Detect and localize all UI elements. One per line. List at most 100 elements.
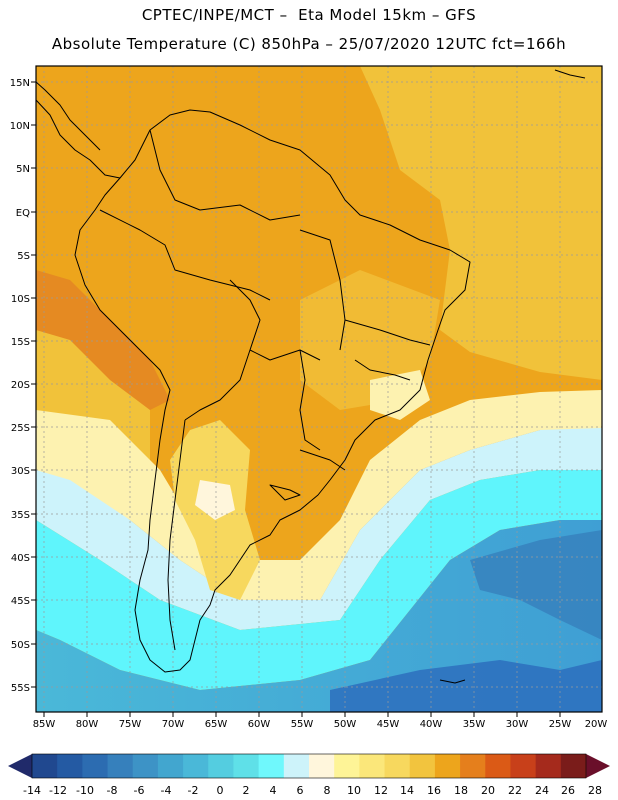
south-america-coastline [74,109,471,673]
lon-label: 85W [33,719,56,730]
colorbar-swatch [434,754,461,778]
lagoa-dos-patos [269,484,301,501]
central-america-coastline [36,99,121,179]
lat-label: 25S [11,423,30,434]
lat-label: 20S [11,380,30,391]
map-title-line-1: CPTEC/INPE/MCT – Eta Model 15km – GFS [141,6,477,24]
colorbar-swatch [334,754,360,778]
temperature-field [36,66,602,712]
colorbar-swatch [233,754,260,778]
colorbar-label: 18 [454,784,468,797]
cool-transition-band [36,428,602,630]
lon-label: 30W [506,719,529,730]
lat-label: 15N [10,78,30,89]
lon-label: 45W [377,719,400,730]
central-america-north-coast [36,81,101,151]
colorbar-label: 10 [347,784,361,797]
subtropical-pale-band [36,390,602,600]
colorbar-label: 24 [535,784,549,797]
colorbar-swatch [384,754,411,778]
colorbar-label: 2 [243,784,250,797]
colorbar-swatch [485,754,511,778]
lat-label: EQ [16,208,30,219]
border-paraguay [299,349,321,451]
colorbar-swatch [132,754,159,778]
colorbar-label: 28 [588,784,602,797]
colorbar: -14 -12 -10 -8 -6 -4 -2 0 2 4 6 8 10 12 … [8,753,610,797]
colorbar-swatch [359,754,386,778]
colorbar-label: -4 [161,784,172,797]
map-title-line-2: Absolute Temperature (C) 850hPa – 25/07/… [51,35,567,53]
colorbar-swatch [183,754,209,778]
border-uruguay [299,449,346,471]
border-chile-argentina [167,419,186,651]
border-brazil-states-1 [299,229,346,351]
colorbar-label: 16 [427,784,441,797]
colorbar-swatch [309,754,335,778]
colorbar-label: -8 [107,784,118,797]
lon-label: 35W [463,719,486,730]
axis-ticks [31,81,561,717]
border-colombia-venezuela [149,129,301,221]
lat-label: 50S [11,640,30,651]
map-frame [35,65,603,713]
colorbar-labels: -14 -12 -10 -8 -6 -4 -2 0 2 4 6 8 10 12 … [23,784,602,797]
colorbar-swatch [510,754,537,778]
lat-label: 40S [11,553,30,564]
lat-label: 30S [11,466,30,477]
cold-cyan-band [36,470,602,690]
lon-label: 25W [549,719,572,730]
lat-label: 5N [16,164,30,175]
lat-label: 45S [11,596,30,607]
colorbar-swatch [57,754,83,778]
colorbar-left-arrow [8,754,32,778]
colorbar-label: 14 [400,784,414,797]
colorbar-swatches [32,754,587,778]
colorbar-label: 0 [217,784,224,797]
southern-ocean-field [36,520,602,712]
colorbar-swatch [32,754,58,778]
lon-label: 50W [334,719,357,730]
colorbar-swatch [258,754,285,778]
border-argentina-bolivia [184,349,251,421]
colorbar-label: 4 [270,784,277,797]
colorbar-label: -2 [188,784,199,797]
colorbar-swatch [460,754,486,778]
colorbar-swatch [208,754,234,778]
colorbar-swatch [560,754,587,778]
colorbar-label: 8 [324,784,331,797]
longitude-labels: 85W 80W 75W 70W 65W 60W 55W 50W 45W 40W … [33,719,608,730]
colorbar-right-arrow [586,754,610,778]
lon-label: 20W [585,719,608,730]
colorbar-label: 12 [374,784,388,797]
border-brazil-states-2 [344,319,431,346]
lat-label: 55S [11,683,30,694]
colorbar-swatch [283,754,310,778]
lat-label: 15S [11,337,30,348]
colorbar-label: -12 [49,784,67,797]
lon-label: 55W [291,719,314,730]
pacific-warm-band [36,270,170,410]
lon-label: 70W [162,719,185,730]
colorbar-label: 22 [508,784,522,797]
colorbar-label: 20 [481,784,495,797]
colorbar-swatch [409,754,436,778]
lat-label: 5S [17,251,30,262]
lat-label: 10S [11,294,30,305]
colorbar-frame [31,753,587,779]
colorbar-label: 26 [561,784,575,797]
coastlines-and-borders [36,69,586,684]
border-brazil-states-3 [354,359,411,381]
lon-label: 60W [248,719,271,730]
tropical-atlantic-field [360,66,602,380]
lat-label: 10N [10,121,30,132]
deep-cold-south [330,660,602,712]
colorbar-label: 6 [297,784,304,797]
graticule [36,66,602,712]
falkland-islands [439,679,466,684]
colorbar-label: -10 [76,784,94,797]
lat-label: 35S [11,510,30,521]
lon-label: 75W [119,719,142,730]
lon-label: 80W [76,719,99,730]
